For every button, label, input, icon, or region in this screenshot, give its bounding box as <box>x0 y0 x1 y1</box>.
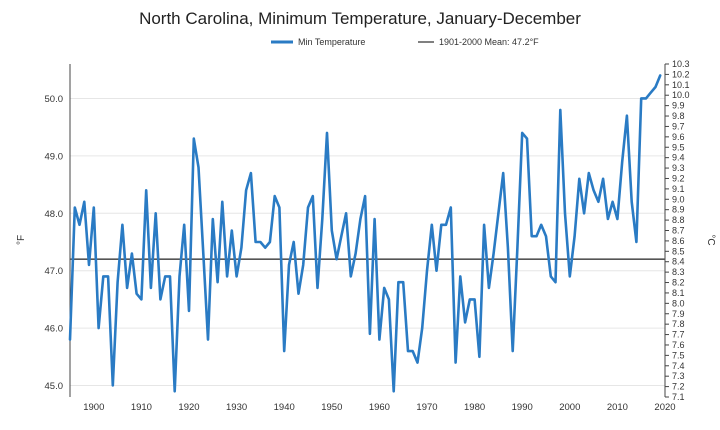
x-tick-label: 2000 <box>559 402 580 413</box>
y-right-tick-label: 8.1 <box>672 288 685 298</box>
x-tick-label: 1940 <box>274 402 295 413</box>
y-right-tick-label: 10.1 <box>672 80 690 90</box>
y-right-tick-label: 9.8 <box>672 111 685 121</box>
y-right-tick-label: 10.0 <box>672 90 690 100</box>
y-axis-label-right: °C <box>705 234 716 245</box>
x-tick-label: 1920 <box>178 402 199 413</box>
y-right-tick-label: 9.3 <box>672 163 685 173</box>
y-axis-label-left: °F <box>16 235 27 245</box>
y-tick-label: 47.0 <box>45 266 64 277</box>
x-tick-label: 1900 <box>83 402 104 413</box>
x-tick-label: 1980 <box>464 402 485 413</box>
y-right-tick-label: 9.5 <box>672 142 685 152</box>
series-layer <box>68 74 662 393</box>
y-right-tick-label: 7.9 <box>672 309 685 319</box>
x-tick-label: 1950 <box>321 402 342 413</box>
y-tick-label: 46.0 <box>45 324 64 335</box>
y-right-tick-label: 9.7 <box>672 121 685 131</box>
y-tick-label: 48.0 <box>45 209 64 220</box>
y-right-tick-label: 7.1 <box>672 392 685 402</box>
y-right-tick-label: 8.5 <box>672 246 685 256</box>
x-tick-label: 1960 <box>369 402 390 413</box>
y-right-tick-label: 8.2 <box>672 278 685 288</box>
y-right-tick-label: 7.7 <box>672 330 685 340</box>
tick-labels: 45.046.047.048.049.050.07.17.27.37.47.57… <box>45 59 690 413</box>
y-right-tick-label: 8.0 <box>672 298 685 308</box>
x-tick-label: 1910 <box>131 402 152 413</box>
y-right-tick-label: 8.9 <box>672 205 685 215</box>
y-tick-label: 49.0 <box>45 151 64 162</box>
x-tick-label: 1990 <box>512 402 533 413</box>
y-tick-label: 50.0 <box>45 94 64 105</box>
legend: Min Temperature 1901-2000 Mean: 47.2°F <box>271 37 539 47</box>
y-right-tick-label: 8.3 <box>672 267 685 277</box>
legend-series-label: Min Temperature <box>298 37 365 47</box>
y-right-tick-label: 7.4 <box>672 361 685 371</box>
y-right-tick-label: 7.6 <box>672 340 685 350</box>
y-right-tick-label: 7.2 <box>672 382 685 392</box>
y-right-tick-label: 8.6 <box>672 236 685 246</box>
y-right-tick-label: 10.2 <box>672 69 690 79</box>
chart-title: North Carolina, Minimum Temperature, Jan… <box>139 9 581 28</box>
y-right-tick-label: 9.9 <box>672 101 685 111</box>
y-right-tick-label: 9.4 <box>672 153 685 163</box>
y-right-tick-label: 9.2 <box>672 173 685 183</box>
x-tick-label: 2010 <box>607 402 628 413</box>
y-right-tick-label: 10.3 <box>672 59 690 69</box>
y-right-tick-label: 9.6 <box>672 132 685 142</box>
legend-mean-label: 1901-2000 Mean: 47.2°F <box>439 37 539 47</box>
y-tick-label: 45.0 <box>45 381 64 392</box>
y-right-tick-label: 7.5 <box>672 350 685 360</box>
y-right-tick-label: 8.8 <box>672 215 685 225</box>
axes <box>69 63 669 398</box>
y-right-tick-label: 8.7 <box>672 226 685 236</box>
y-right-tick-label: 8.4 <box>672 257 685 267</box>
y-right-tick-label: 9.1 <box>672 184 685 194</box>
x-tick-label: 2020 <box>654 402 675 413</box>
y-right-tick-label: 7.3 <box>672 371 685 381</box>
x-tick-label: 1970 <box>416 402 437 413</box>
y-right-tick-label: 7.8 <box>672 319 685 329</box>
series-line-min-temperature <box>68 74 662 393</box>
y-right-tick-label: 9.0 <box>672 194 685 204</box>
x-tick-label: 1930 <box>226 402 247 413</box>
